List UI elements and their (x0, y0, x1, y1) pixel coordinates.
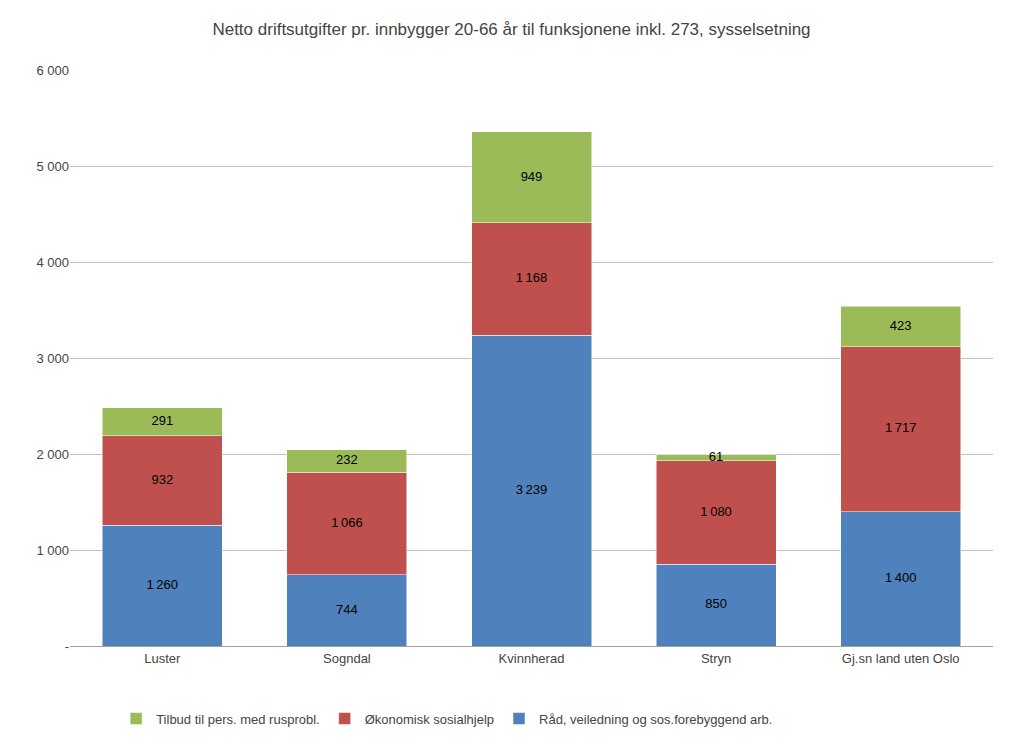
svg-text:Sogndal: Sogndal (323, 651, 371, 666)
svg-text:5 000: 5 000 (36, 159, 69, 174)
svg-text:3 239: 3 239 (516, 482, 548, 497)
svg-text:1 717: 1 717 (885, 420, 917, 435)
svg-text:Gj.sn land uten Oslo: Gj.sn land uten Oslo (842, 651, 960, 666)
svg-text:6 000: 6 000 (36, 63, 69, 78)
svg-text:Kvinnherad: Kvinnherad (499, 651, 565, 666)
svg-text:61: 61 (709, 449, 723, 464)
svg-text:1 000: 1 000 (36, 543, 69, 558)
svg-text:932: 932 (151, 472, 173, 487)
svg-text:1 260: 1 260 (147, 577, 179, 592)
svg-text:Økonomisk sosialhjelp: Økonomisk sosialhjelp (365, 712, 494, 727)
svg-text:744: 744 (336, 602, 358, 617)
svg-text:Luster: Luster (144, 651, 181, 666)
svg-text:850: 850 (705, 596, 727, 611)
svg-text:3 000: 3 000 (36, 351, 69, 366)
svg-text:291: 291 (151, 413, 173, 428)
svg-text:2 000: 2 000 (36, 447, 69, 462)
svg-text:1 168: 1 168 (516, 270, 548, 285)
svg-text:1 080: 1 080 (700, 504, 732, 519)
svg-text:Tilbud til pers. med rusprobl.: Tilbud til pers. med rusprobl. (156, 712, 320, 727)
svg-text:Råd, veiledning og sos.forebyg: Råd, veiledning og sos.forebyggend arb. (539, 712, 772, 727)
svg-text:4 000: 4 000 (36, 255, 69, 270)
svg-text:Stryn: Stryn (701, 651, 731, 666)
svg-text:Netto driftsutgifter pr. innby: Netto driftsutgifter pr. innbygger 20-66… (212, 20, 810, 39)
svg-text:949: 949 (521, 169, 543, 184)
svg-text:232: 232 (336, 452, 358, 467)
svg-text:1 066: 1 066 (331, 515, 363, 530)
svg-text:-: - (65, 639, 69, 654)
svg-text:1 400: 1 400 (885, 570, 917, 585)
svg-text:423: 423 (890, 318, 912, 333)
